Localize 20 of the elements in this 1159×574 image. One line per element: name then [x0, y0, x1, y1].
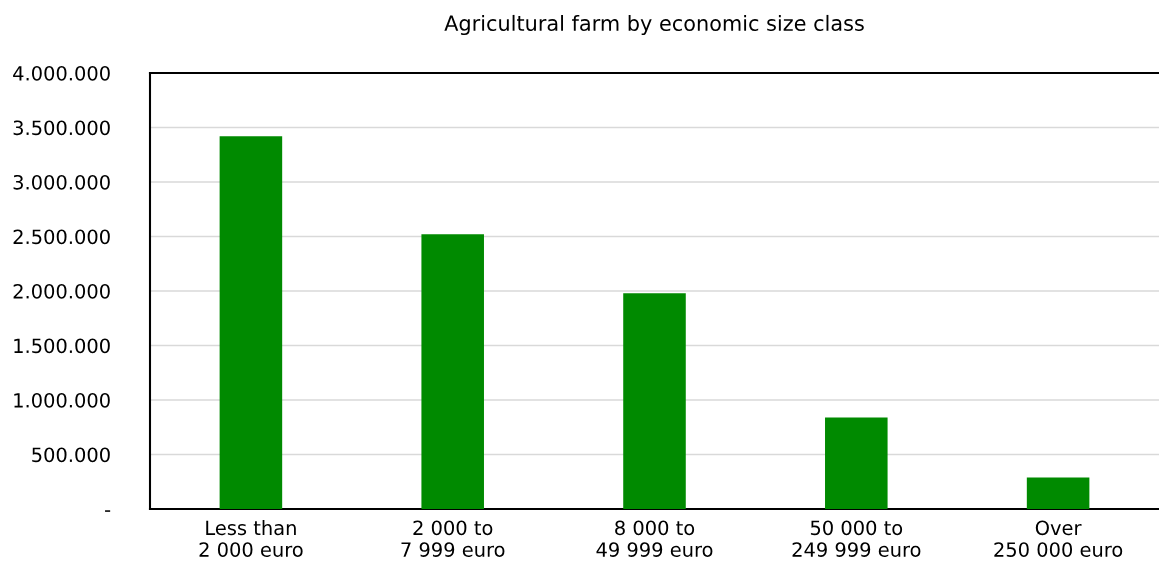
chart-title: Agricultural farm by economic size class — [444, 14, 864, 36]
x-tick-label: Over 250 000 euro — [994, 520, 1123, 557]
y-tick-label: 3.500.000 — [13, 120, 110, 136]
bar — [219, 136, 283, 509]
y-tick-label: 4.000.000 — [13, 65, 110, 81]
bar — [421, 234, 484, 509]
bar — [1026, 477, 1090, 509]
y-tick-label: 2.000.000 — [13, 283, 110, 299]
bar — [825, 417, 888, 509]
x-tick-label: 50 000 to 249 999 euro — [792, 520, 921, 557]
y-tick-label: 2.500.000 — [13, 229, 110, 245]
y-tick-label: 1.500.000 — [14, 338, 110, 354]
x-tick-label: 2 000 to 7 999 euro — [401, 520, 505, 557]
y-tick-label: 3.000.000 — [13, 174, 110, 190]
y-tick-label: 500.000 — [32, 447, 110, 463]
x-tick-label: 8 000 to 49 999 euro — [596, 520, 713, 557]
y-tick-label: - — [105, 510, 111, 512]
x-tick-label: Less than 2 000 euro — [199, 520, 303, 557]
y-tick-label: 1.000.000 — [14, 392, 110, 408]
bar — [623, 293, 686, 509]
